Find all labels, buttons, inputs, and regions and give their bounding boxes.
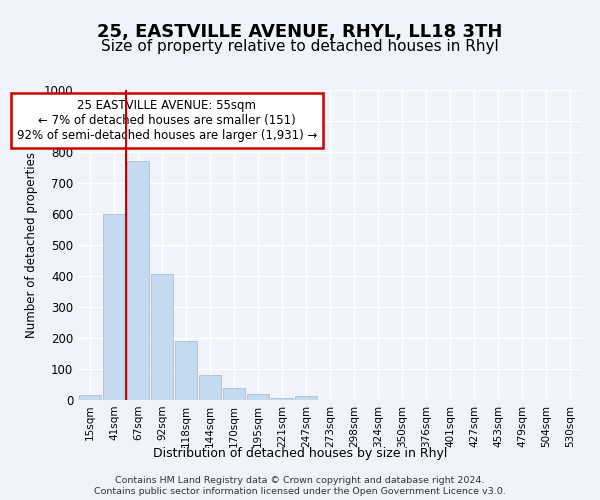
Bar <box>223 388 245 400</box>
Text: 25 EASTVILLE AVENUE: 55sqm
← 7% of detached houses are smaller (151)
92% of semi: 25 EASTVILLE AVENUE: 55sqm ← 7% of detac… <box>17 100 317 142</box>
Text: 25, EASTVILLE AVENUE, RHYL, LL18 3TH: 25, EASTVILLE AVENUE, RHYL, LL18 3TH <box>97 22 503 40</box>
Bar <box>175 341 197 400</box>
Bar <box>103 214 125 400</box>
Bar <box>79 396 101 400</box>
Y-axis label: Number of detached properties: Number of detached properties <box>25 152 38 338</box>
Bar <box>151 274 173 400</box>
Bar <box>295 396 317 400</box>
Text: Size of property relative to detached houses in Rhyl: Size of property relative to detached ho… <box>101 39 499 54</box>
Text: Contains public sector information licensed under the Open Government Licence v3: Contains public sector information licen… <box>94 487 506 496</box>
Bar <box>127 162 149 400</box>
Bar <box>247 394 269 400</box>
Bar <box>271 398 293 400</box>
Bar <box>199 375 221 400</box>
Text: Distribution of detached houses by size in Rhyl: Distribution of detached houses by size … <box>153 448 447 460</box>
Text: Contains HM Land Registry data © Crown copyright and database right 2024.: Contains HM Land Registry data © Crown c… <box>115 476 485 485</box>
